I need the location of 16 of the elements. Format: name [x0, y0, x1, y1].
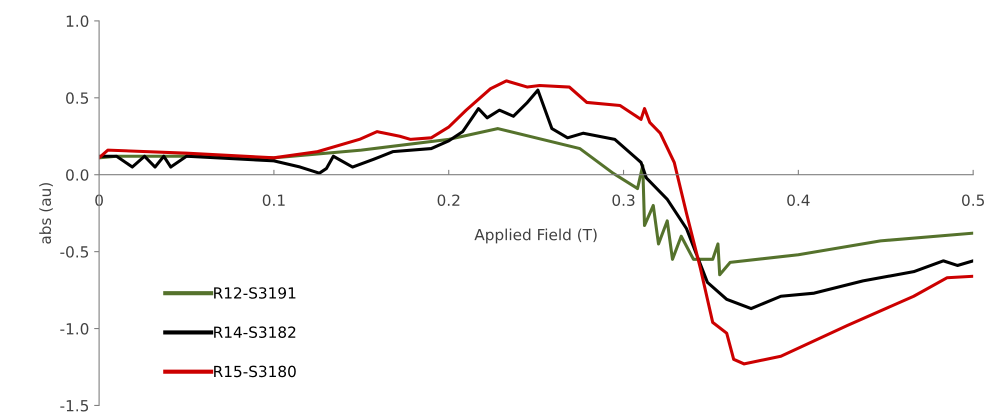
y-tick-label: 0.5 [66, 92, 88, 104]
x-tick-label: 0.5 [962, 194, 984, 206]
x-tick-label: 0.2 [438, 194, 460, 206]
legend-label: R12-S3191 [214, 287, 296, 299]
y-tick-label: 1.0 [66, 15, 88, 27]
x-tick-label: 0.3 [612, 194, 634, 206]
legend-label: R15-S3180 [214, 366, 296, 378]
x-axis-title: Applied Field (T) [474, 228, 597, 244]
y-tick-label: -1.0 [60, 323, 88, 335]
x-tick-label: 0.4 [787, 194, 810, 206]
y-tick-label: -1.5 [60, 400, 88, 412]
x-tick-label: 0.1 [262, 194, 285, 206]
y-tick-label: -0.5 [60, 246, 88, 258]
y-axis-title: abs (au) [39, 183, 53, 244]
y-tick-label: 0.0 [66, 169, 88, 181]
legend-label: R14-S3182 [214, 326, 296, 338]
